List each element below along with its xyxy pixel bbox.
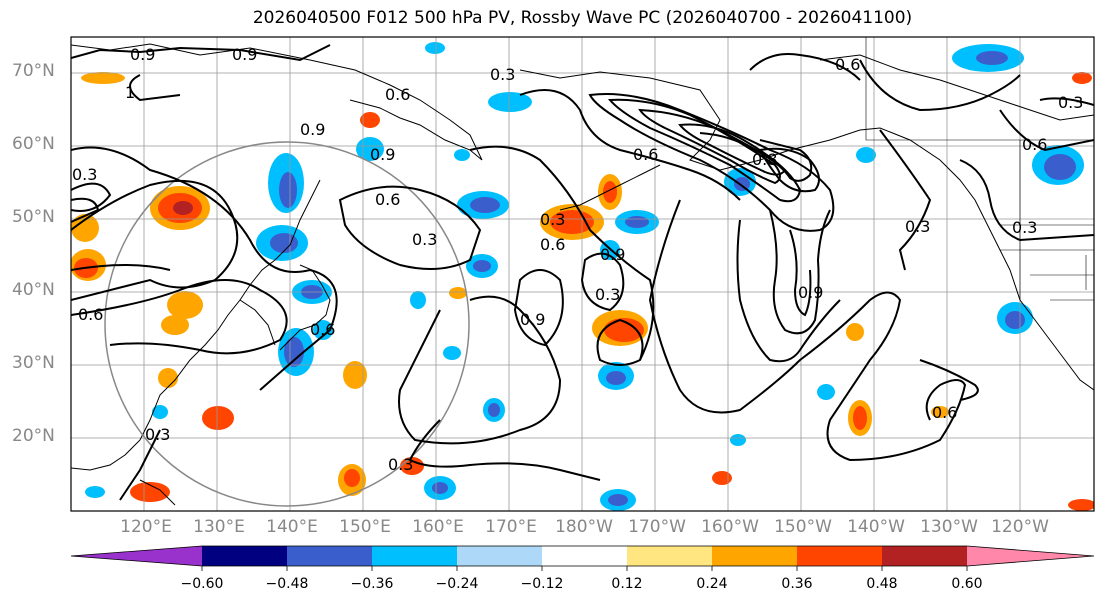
lon-label: 180°W <box>555 517 613 537</box>
colorbar-tick-label: 0.48 <box>866 576 898 592</box>
lon-label: 170°W <box>628 517 686 537</box>
colorbar <box>70 545 1095 571</box>
colorbar-segment <box>71 546 202 566</box>
contour-label: 1 <box>125 83 135 102</box>
lon-label: 140°E <box>266 517 318 537</box>
map-title: 2026040500 F012 500 hPa PV, Rossby Wave … <box>252 8 913 28</box>
contour-label: 0.9 <box>130 45 155 64</box>
lat-label: 30°N <box>12 353 55 373</box>
contour-label: 0.9 <box>300 120 325 139</box>
lon-label: 160°W <box>701 517 759 537</box>
contour-label: 0.6 <box>932 403 957 422</box>
colorbar-tick-label: 0.24 <box>696 576 728 592</box>
contour-label: 0.3 <box>540 210 565 229</box>
contour-label: 0.6 <box>540 235 565 254</box>
contour-label: 0.6 <box>633 145 658 164</box>
negative-anomaly-shading <box>85 42 1084 511</box>
map-border <box>70 36 1095 512</box>
contour-label: 0.3 <box>1058 93 1083 112</box>
colorbar-tick-label: −0.48 <box>265 576 309 592</box>
contour-label: 0.3 <box>490 65 515 84</box>
colorbar-tick-marks <box>201 566 968 571</box>
contour-label: 0.3 <box>1012 218 1037 237</box>
pv-contours <box>71 44 1094 501</box>
lat-label: 50°N <box>12 207 55 227</box>
lon-label: 150°W <box>774 517 832 537</box>
colorbar-segment <box>627 546 712 566</box>
colorbar-segment <box>542 546 627 566</box>
colorbar-tick-label: −0.60 <box>180 576 224 592</box>
lon-label: 120°E <box>120 517 172 537</box>
contour-label: 0.9 <box>232 45 257 64</box>
contour-label: 0.6 <box>1022 135 1047 154</box>
contour-label: 0.3 <box>412 230 437 249</box>
colorbar-tick-label: −0.36 <box>350 576 394 592</box>
colorbar-tick-label: 0.36 <box>781 576 813 592</box>
lon-label: 140°W <box>847 517 905 537</box>
lon-label: 120°W <box>991 517 1049 537</box>
colorbar-tick-label: 0.60 <box>951 576 983 592</box>
radius-circle <box>104 141 470 507</box>
colorbar-segment <box>457 546 542 566</box>
lon-label: 170°E <box>485 517 537 537</box>
contour-label: 0.8 <box>752 150 777 169</box>
contour-label: 0.3 <box>905 217 930 236</box>
colorbar-segment <box>372 546 457 566</box>
contour-label: 0.3 <box>388 455 413 474</box>
colorbar-segment <box>287 546 372 566</box>
lon-label: 130°W <box>920 517 978 537</box>
colorbar-segment <box>882 546 967 566</box>
lon-label: 130°E <box>193 517 245 537</box>
colorbar-tick-label: −0.24 <box>435 576 479 592</box>
colorbar-tick-label: 0.12 <box>611 576 643 592</box>
contour-label-layer: 0.9 0.9 1 0.6 0.9 0.9 0.6 0.3 0.6 0.6 0.… <box>72 45 1083 474</box>
colorbar-segment <box>202 546 287 566</box>
colorbar-segment <box>712 546 797 566</box>
contour-label: 0.9 <box>798 283 823 302</box>
contour-label: 0.3 <box>72 165 97 184</box>
contour-label: 0.3 <box>595 285 620 304</box>
lat-label: 40°N <box>12 280 55 300</box>
graticule <box>71 37 1094 511</box>
contour-label: 0.9 <box>600 245 625 264</box>
lat-label: 70°N <box>12 61 55 81</box>
lon-label: 150°E <box>339 517 391 537</box>
contour-label: 0.9 <box>520 310 545 329</box>
contour-label: 0.6 <box>78 305 103 324</box>
contour-label: 0.6 <box>385 85 410 104</box>
contour-label: 0.3 <box>145 425 170 444</box>
colorbar-tick-label: −0.12 <box>520 576 564 592</box>
colorbar-segment <box>967 546 1094 566</box>
contour-label: 0.6 <box>835 55 860 74</box>
colorbar-segment <box>797 546 882 566</box>
coastlines <box>71 43 1094 506</box>
contour-label: 0.9 <box>370 145 395 164</box>
lat-label: 20°N <box>12 426 55 446</box>
contour-label: 0.6 <box>375 190 400 209</box>
positive-anomaly-shading <box>71 72 1094 511</box>
lat-label: 60°N <box>12 134 55 154</box>
contour-label: 0.6 <box>310 320 335 339</box>
lon-label: 160°E <box>412 517 464 537</box>
